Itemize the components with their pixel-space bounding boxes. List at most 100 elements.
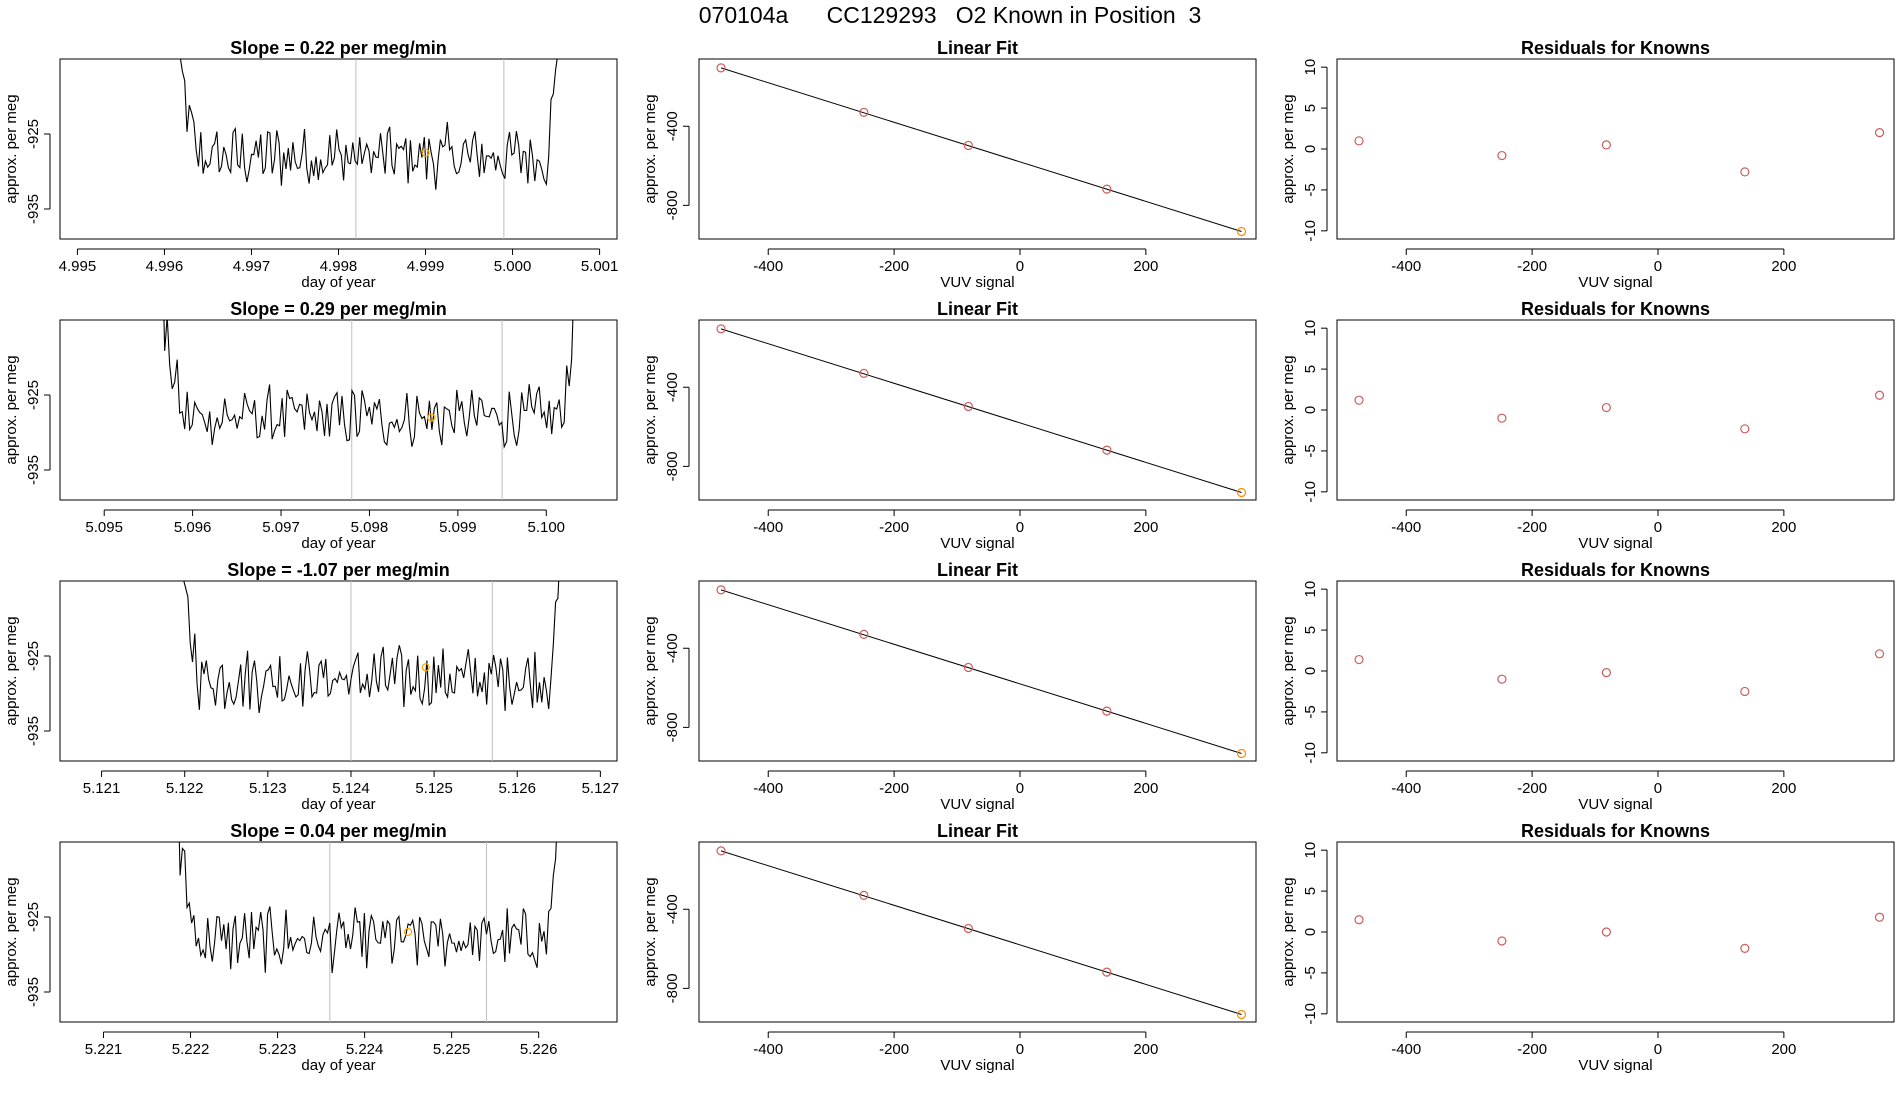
plot-area [163,320,574,500]
chart-title: Residuals for Knowns [1521,821,1710,841]
chart-panel-9: Residuals for Knowns -400 -200 0 200 VUV sign… [1280,560,1895,813]
y-tick-label: 10 [1302,59,1319,76]
x-tick-label: -200 [1517,780,1547,797]
x-tick-label: -200 [1517,258,1547,275]
fit-line [720,67,1242,232]
data-point [1102,967,1112,977]
x-tick-label: 0 [1654,258,1662,275]
x-tick-label: 200 [1133,1041,1158,1058]
y-tick-label: -5 [1302,444,1319,457]
plot-frame [59,58,618,240]
x-axis-label: VUV signal [940,796,1014,813]
chart-title: Residuals for Knowns [1521,38,1710,58]
x-tick-label: 200 [1133,780,1158,797]
data-point [1236,1009,1247,1020]
data-trace [183,581,560,714]
y-axis-label: approx. per meg [642,616,659,725]
x-tick-label: -400 [1391,780,1421,797]
plot-frame [698,319,1257,501]
data-point [1874,649,1885,659]
data-point [963,923,973,934]
plot-frame [1336,580,1895,762]
data-point [1354,654,1364,665]
y-tick-label: 10 [1302,581,1319,598]
data-point [963,662,973,673]
y-tick-label: 0 [1302,406,1319,414]
chart-panel-12: Residuals for Knowns -400 -200 0 200 VUV sign… [1280,821,1895,1074]
y-tick-label: 5 [1302,626,1319,634]
data-point [1740,943,1750,953]
data-point [1601,668,1611,678]
x-tick-label: 0 [1654,780,1662,797]
plot-area [178,842,557,1022]
y-tick-label: 0 [1302,145,1319,153]
chart-title: Slope = -1.07 per meg/min [227,560,450,580]
chart-title: Residuals for Knowns [1521,299,1710,319]
y-tick-label: -925 [25,119,42,149]
data-point [859,890,869,901]
y-tick-label: -5 [1302,183,1319,196]
y-tick-label: 0 [1302,928,1319,936]
data-point [1740,167,1750,177]
data-point [1354,915,1364,925]
y-tick-label: -400 [664,894,681,924]
y-tick-label: -800 [664,451,681,481]
x-tick-label: 5.096 [174,519,212,536]
y-axis-label: approx. per meg [3,877,20,986]
x-tick-label: -200 [879,258,909,275]
data-point [1497,150,1507,161]
y-tick-label: -935 [25,455,42,485]
x-axis-label: VUV signal [1578,535,1652,552]
data-point [859,629,869,640]
x-tick-label: -400 [753,519,783,536]
x-tick-label: -400 [1391,258,1421,275]
x-axis-label: VUV signal [940,535,1014,552]
x-axis-label: VUV signal [1578,274,1652,291]
x-tick-label: 5.222 [172,1041,210,1058]
x-tick-label: -400 [1391,519,1421,536]
x-tick-label: 0 [1016,258,1024,275]
highlight-marker [427,413,436,422]
chart-panel-1: Slope = 0.22 per meg/min 4.995 4.996 4.997 4… [3,38,618,291]
x-tick-label: -400 [753,258,783,275]
x-tick-label: 5.226 [520,1041,558,1058]
y-axis-label: approx. per meg [1280,94,1297,203]
highlight-marker [421,663,430,672]
y-tick-label: -925 [25,641,42,671]
data-point [716,846,726,856]
plot-frame [698,841,1257,1023]
x-tick-label: 4.996 [146,258,184,275]
y-tick-label: -10 [1302,742,1319,764]
y-tick-label: 10 [1302,842,1319,859]
x-axis-label: VUV signal [1578,1057,1652,1074]
plot-area [1354,390,1885,434]
y-axis-label: approx. per meg [1280,877,1297,986]
data-point [1740,424,1750,434]
x-tick-label: 5.125 [415,780,453,797]
x-tick-label: 5.097 [262,519,300,536]
x-axis-label: day of year [301,1057,375,1074]
chart-panel-11: Linear Fit -400 -200 0 200 VUV signal -400 -800… [642,821,1257,1074]
x-tick-label: -200 [1517,1041,1547,1058]
fit-line [720,850,1242,1015]
y-tick-label: -935 [25,977,42,1007]
data-point [1874,912,1885,922]
y-tick-label: -400 [664,633,681,663]
data-point [1497,936,1507,946]
x-tick-label: 5.124 [332,780,370,797]
highlight-marker [421,148,430,157]
chart-title: Linear Fit [937,299,1018,319]
data-trace [163,320,574,449]
x-tick-label: -200 [1517,519,1547,536]
plot-area [716,324,1247,498]
x-tick-label: -400 [1391,1041,1421,1058]
y-tick-label: -400 [664,372,681,402]
x-tick-label: -400 [753,780,783,797]
chart-title: Linear Fit [937,821,1018,841]
plot-area [716,585,1247,759]
data-point [1601,402,1611,413]
x-axis-label: VUV signal [1578,796,1652,813]
y-axis-label: approx. per meg [642,877,659,986]
y-tick-label: -10 [1302,481,1319,503]
